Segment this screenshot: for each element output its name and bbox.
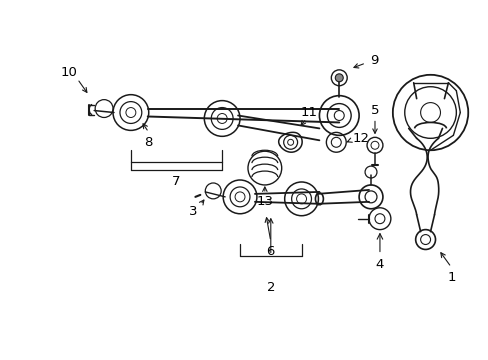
Text: 8: 8 xyxy=(144,136,153,149)
Text: 13: 13 xyxy=(256,195,273,208)
Text: 5: 5 xyxy=(370,104,379,117)
Text: 1: 1 xyxy=(446,271,455,284)
Text: 12: 12 xyxy=(352,132,369,145)
Text: 4: 4 xyxy=(375,258,384,271)
Text: 7: 7 xyxy=(172,175,181,189)
Text: 6: 6 xyxy=(266,245,274,258)
Text: 10: 10 xyxy=(61,66,78,79)
Text: 11: 11 xyxy=(301,106,317,119)
Circle shape xyxy=(335,74,343,82)
Text: 3: 3 xyxy=(189,205,197,218)
Text: 2: 2 xyxy=(266,281,274,294)
Text: 9: 9 xyxy=(369,54,377,67)
